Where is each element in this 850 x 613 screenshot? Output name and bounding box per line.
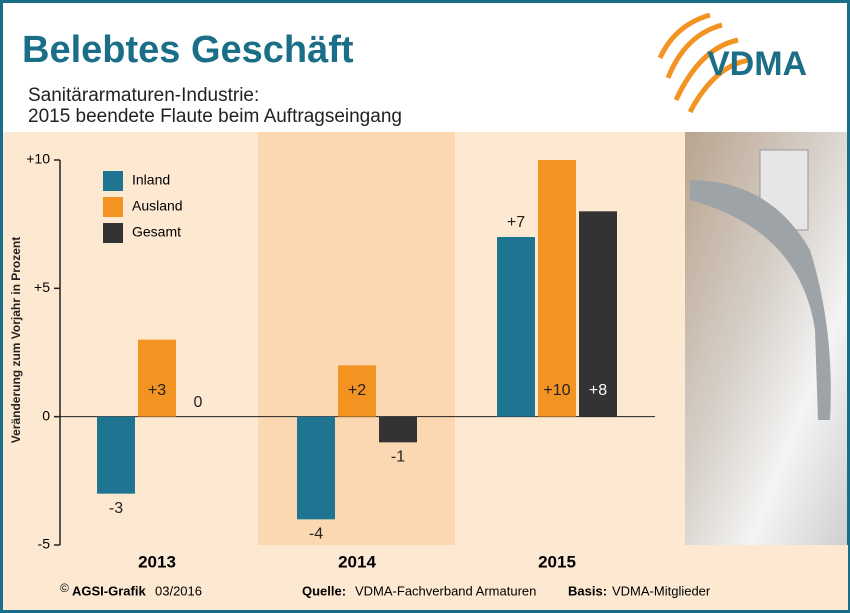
value-label: +2: [348, 382, 366, 399]
legend-label: Ausland: [132, 198, 183, 214]
value-label: -3: [109, 500, 123, 517]
value-label: +7: [507, 214, 525, 231]
bar: [97, 416, 135, 494]
value-label: +3: [148, 382, 166, 399]
base-label: Basis:: [568, 583, 607, 598]
bar: [338, 365, 376, 417]
value-label: +10: [543, 382, 570, 399]
legend-label: Inland: [132, 172, 170, 188]
bar: [579, 211, 617, 417]
highlight-band: [258, 132, 455, 545]
source: VDMA-Fachverband Armaturen: [355, 583, 536, 598]
bar: [538, 160, 576, 417]
bar: [297, 416, 335, 520]
x-tick-label: 2013: [138, 552, 176, 571]
x-tick-label: 2014: [338, 552, 376, 571]
date: 03/2016: [155, 583, 202, 598]
logo: VDMA: [707, 45, 807, 83]
legend-swatch: [103, 223, 123, 243]
y-tick-label: -5: [38, 536, 51, 552]
legend-label: Gesamt: [132, 224, 181, 240]
legend-swatch: [103, 197, 123, 217]
bar: [497, 237, 535, 417]
y-tick-label: 0: [42, 407, 50, 423]
x-tick-label: 2015: [538, 552, 576, 571]
value-label: 0: [194, 394, 203, 411]
legend-swatch: [103, 171, 123, 191]
base: VDMA-Mitglieder: [612, 583, 711, 598]
subtitle: Sanitärarmaturen-Industrie:: [28, 85, 259, 106]
value-label: -4: [309, 526, 323, 543]
source-label: Quelle:: [302, 583, 346, 598]
value-label: +8: [589, 382, 607, 399]
bar: [379, 416, 417, 443]
bar: [138, 339, 176, 417]
logo-arcs: [657, 12, 751, 114]
y-tick-label: +5: [34, 279, 50, 295]
title: Belebtes Geschäft: [22, 29, 354, 71]
subtitle: 2015 beendete Flaute beim Auftragseingan…: [28, 106, 402, 127]
y-axis-label: Veränderung zum Vorjahr in Prozent: [9, 237, 23, 443]
brand: AGSI-Grafik: [72, 583, 146, 598]
value-label: -1: [391, 449, 405, 466]
footer-background: [3, 545, 848, 610]
copyright: ©: [60, 581, 69, 595]
photo-spout: [690, 180, 831, 420]
y-tick-label: +10: [26, 151, 50, 167]
